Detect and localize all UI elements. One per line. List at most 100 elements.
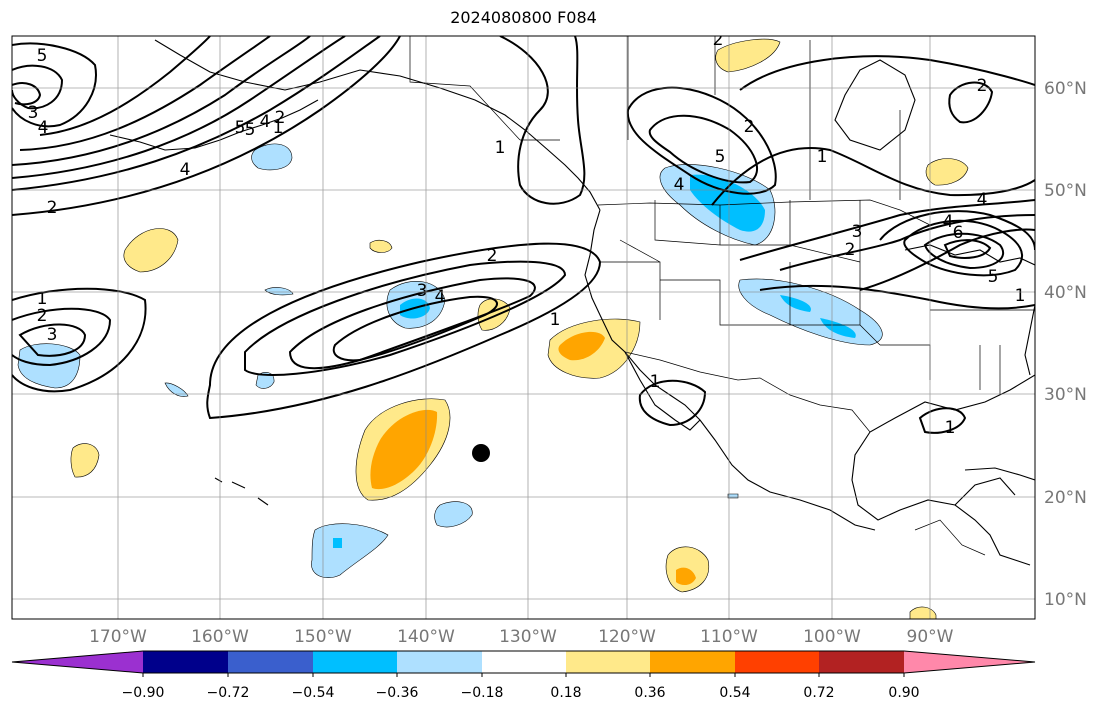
- contour-label: 6: [953, 223, 964, 243]
- contour-line: [918, 407, 967, 434]
- contour-line: [12, 42, 97, 128]
- colorbar-segment: [735, 651, 819, 673]
- shade-light-blue: [434, 501, 473, 528]
- latitude-label: 20°N: [1044, 488, 1087, 508]
- contour-label: 4: [180, 160, 191, 180]
- contour-label: 1: [273, 118, 284, 138]
- contour-label: 1: [495, 138, 506, 158]
- colorbar-tick-label: 0.72: [803, 685, 834, 701]
- contour-line: [39, 36, 211, 136]
- shade-orange: [370, 409, 438, 490]
- shade-cyan: [780, 295, 811, 312]
- colorbar-segment: [143, 651, 228, 673]
- coastline-layer: [109, 39, 1035, 566]
- colorbar-tick-label: 0.18: [550, 685, 581, 701]
- colorbar-segment: [313, 651, 397, 673]
- longitude-label: 150°W: [294, 627, 352, 647]
- shade-light-blue: [311, 523, 389, 579]
- contour-line: [12, 36, 311, 166]
- contour-label: 3: [28, 103, 39, 123]
- contour-line: [879, 210, 1035, 251]
- contour-line: [648, 114, 759, 184]
- contour-line: [739, 55, 1035, 91]
- contour-label: 4: [943, 212, 954, 232]
- alaska-coast: [154, 39, 601, 211]
- contour-line: [739, 199, 1035, 261]
- contour-line: [19, 36, 271, 151]
- latitude-label: 40°N: [1044, 283, 1087, 303]
- contour-label: 4: [435, 287, 446, 307]
- latitude-label: 10°N: [1044, 590, 1087, 610]
- contour-label: 3: [47, 325, 58, 345]
- longitude-label: 160°W: [191, 627, 249, 647]
- contour-label: 5: [37, 46, 48, 66]
- shading-layer: [17, 38, 969, 619]
- contour-line: [759, 284, 1035, 310]
- shade-yellow: [909, 606, 937, 619]
- contour-label: 2: [977, 76, 988, 96]
- shade-yellow: [369, 239, 393, 253]
- contour-line: [923, 232, 1005, 270]
- contour-line: [626, 86, 777, 195]
- colorbar: −0.90 −0.72 −0.54 −0.36 −0.18 0.18 0.36 0.54 0.7…: [11, 650, 1036, 701]
- contour-line: [12, 287, 147, 393]
- contour-label: 2: [713, 30, 724, 50]
- longitude-labels: 170°W 160°W 150°W 140°W 130°W 120°W 110°W 100°W…: [89, 627, 954, 647]
- colorbar-tick-label: 0.90: [888, 685, 919, 701]
- contour-label: 4: [977, 190, 988, 210]
- latitude-label: 50°N: [1044, 181, 1087, 201]
- colorbar-segment: [482, 651, 566, 673]
- gulf-coast: [851, 374, 1035, 566]
- map-frame: [11, 35, 1036, 620]
- contour-label: 2: [744, 117, 755, 137]
- colorbar-segment: [650, 651, 735, 673]
- colorbar-tick-label: 0.36: [634, 685, 665, 701]
- contour-label: 2: [275, 108, 286, 128]
- contour-line: [903, 219, 1024, 277]
- longitude-label: 100°W: [803, 627, 861, 647]
- shade-cyan: [690, 174, 765, 232]
- contour-line: [18, 323, 87, 357]
- east-coast: [1024, 304, 1035, 376]
- colorbar-tick-label: −0.90: [122, 685, 165, 701]
- shade-cyan: [820, 318, 856, 338]
- contour-line: [12, 36, 346, 179]
- contour-label: 5: [235, 118, 246, 138]
- contour-label: 1: [550, 310, 561, 330]
- central-america-borders: [914, 519, 986, 556]
- colorbar-extend-high: [904, 651, 1035, 673]
- latitude-label: 30°N: [1044, 385, 1087, 405]
- contour-label: 1: [650, 372, 661, 392]
- contour-line: [12, 36, 381, 191]
- shade-yellow: [925, 158, 969, 186]
- contour-line: [948, 81, 994, 124]
- colorbar-tick-label: −0.72: [207, 685, 250, 701]
- colorbar-tick-label: −0.36: [376, 685, 419, 701]
- shade-light-blue: [251, 143, 293, 171]
- shade-yellow: [70, 443, 100, 478]
- longitude-label: 110°W: [700, 627, 758, 647]
- gridlines: [12, 36, 1035, 619]
- longitude-label: 170°W: [89, 627, 147, 647]
- contour-line: [779, 214, 1035, 271]
- contour-line: [711, 147, 1035, 206]
- longitude-label: 130°W: [499, 627, 557, 647]
- latitude-label: 60°N: [1044, 79, 1087, 99]
- map-title: 2024080800 F084: [450, 8, 597, 27]
- colorbar-segment: [566, 651, 650, 673]
- contour-label: 5: [245, 120, 256, 140]
- shade-light-blue: [255, 372, 275, 389]
- contour-line: [206, 242, 602, 420]
- contour-label: 3: [417, 281, 428, 301]
- contour-label: 2: [487, 246, 498, 266]
- contour-label: 5: [715, 147, 726, 167]
- contour-label: 1: [37, 289, 48, 309]
- colorbar-tick-label: 0.54: [719, 685, 750, 701]
- yucatan: [954, 477, 1016, 506]
- contour-label: 3: [852, 222, 863, 242]
- colorbar-segment: [397, 651, 482, 673]
- contour-line: [943, 239, 992, 259]
- shade-yellow: [715, 38, 781, 73]
- contour-label: 2: [37, 306, 48, 326]
